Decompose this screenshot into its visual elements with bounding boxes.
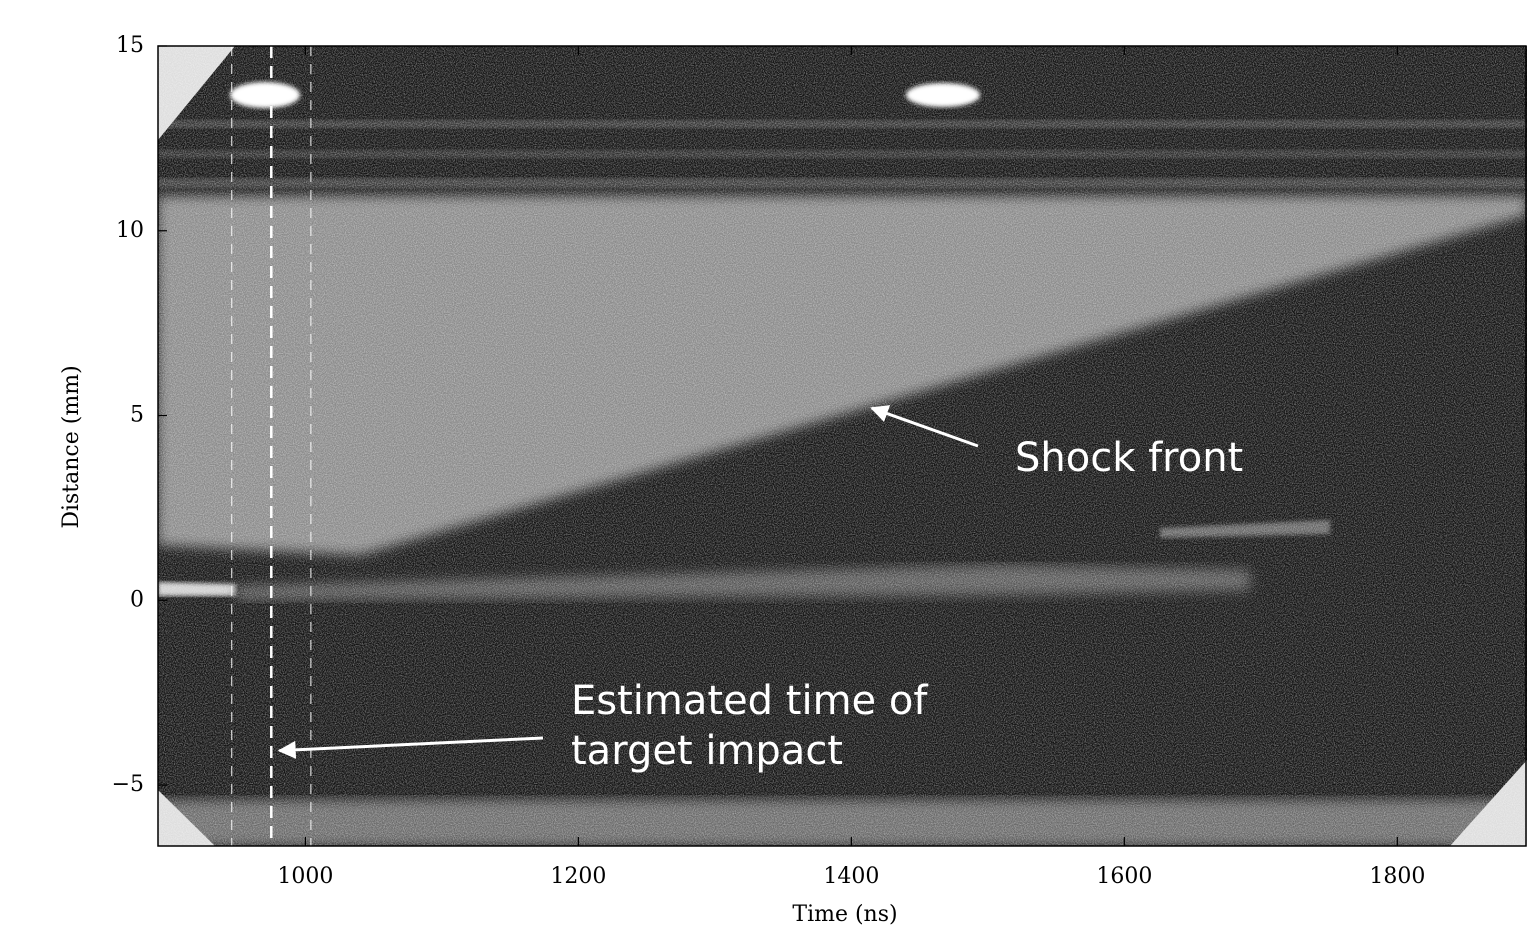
annotation-text: Estimated time of <box>571 678 928 724</box>
y-tick-label: 10 <box>116 218 144 243</box>
y-axis-label: Distance (mm) <box>59 365 84 528</box>
streak-image <box>158 46 1527 846</box>
y-tick-label: 5 <box>130 403 144 428</box>
axes-frame <box>157 45 1527 847</box>
x-tick-label: 1000 <box>277 864 333 889</box>
x-tick-label: 1400 <box>823 864 879 889</box>
y-tick-label: 15 <box>116 33 144 58</box>
x-tick-label: 1600 <box>1096 864 1152 889</box>
y-tick-label: 0 <box>130 587 144 612</box>
annotation-arrow <box>277 736 544 759</box>
annotation-arrow <box>870 405 979 448</box>
x-tick-label: 1200 <box>550 864 606 889</box>
y-tick-label: −5 <box>112 772 144 797</box>
annotation-text: Shock front <box>1015 435 1243 481</box>
annotation-text: target impact <box>571 728 843 774</box>
x-axis-label: Time (ns) <box>792 902 897 927</box>
x-tick-label: 1800 <box>1369 864 1425 889</box>
